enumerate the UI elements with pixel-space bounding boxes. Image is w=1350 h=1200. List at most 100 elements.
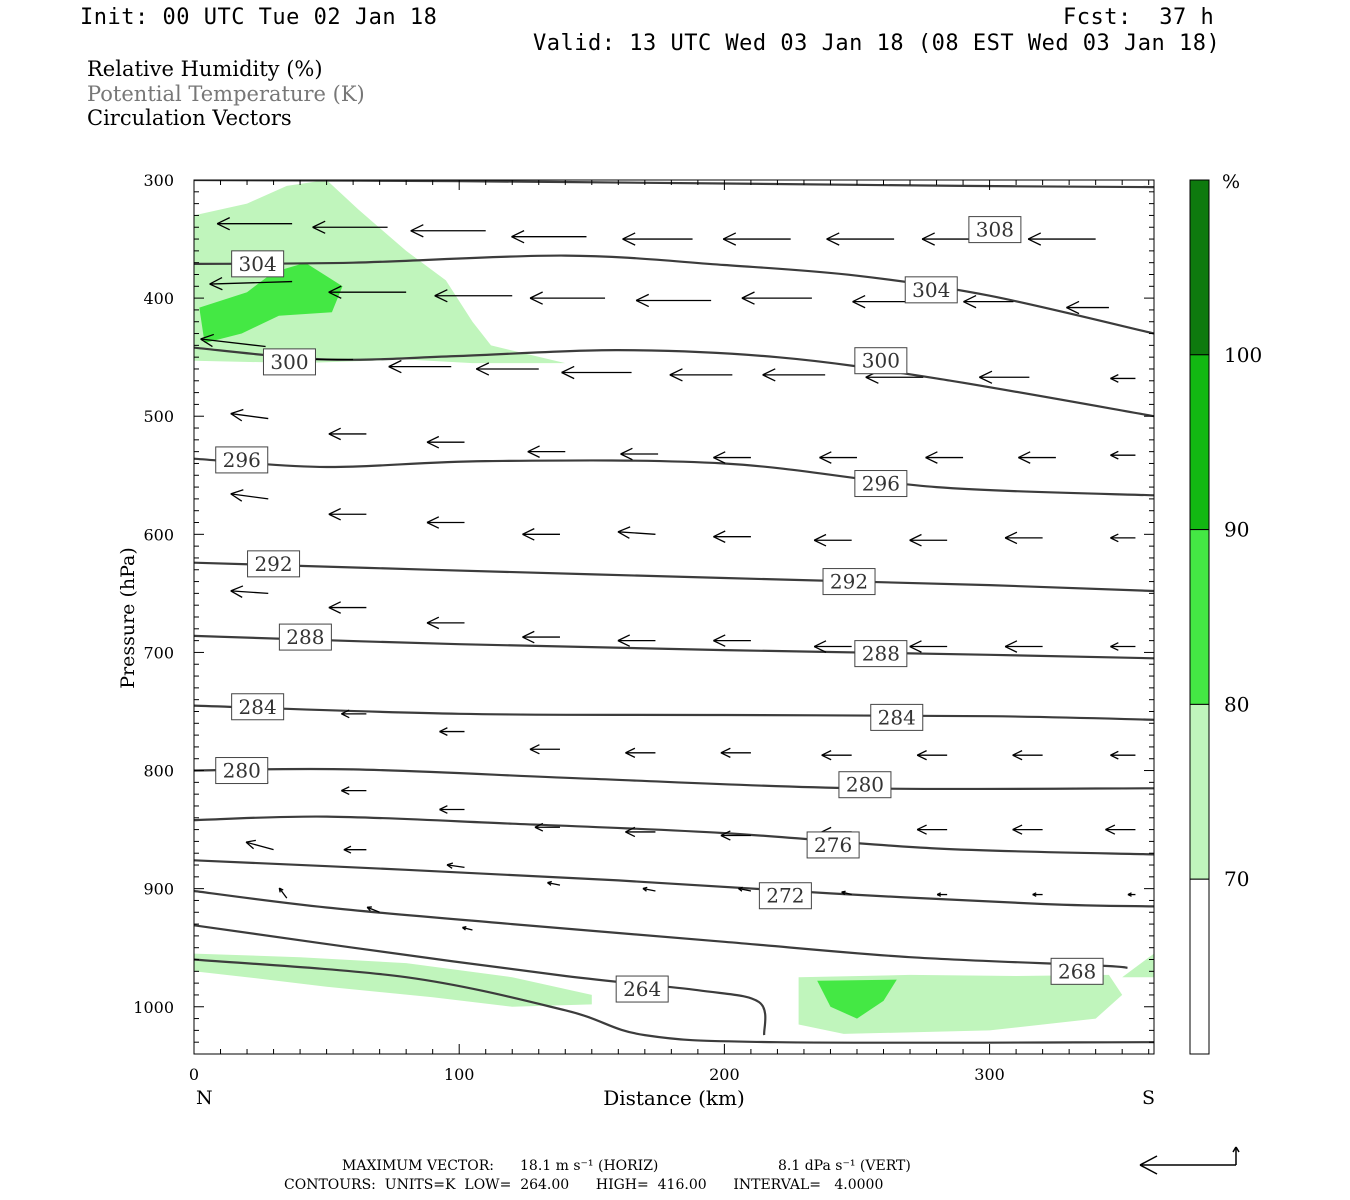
circulation-vector — [713, 530, 751, 543]
isentrope-label: 280 — [215, 757, 269, 785]
y-tick-label: 600 — [143, 525, 174, 544]
isentrope-line — [194, 767, 1154, 791]
isentrope-label: 296 — [854, 470, 908, 498]
isentrope-label: 300 — [854, 347, 908, 375]
circulation-vector — [230, 408, 269, 422]
circulation-vector — [426, 516, 465, 529]
circulation-vector — [341, 786, 367, 796]
isentrope-line — [194, 924, 767, 1036]
circulation-vector — [1110, 533, 1136, 543]
circulation-vector — [826, 232, 895, 246]
circulation-vector — [388, 359, 452, 374]
circulation-vector — [1032, 892, 1043, 897]
isentrope-line — [194, 561, 1154, 593]
circulation-vector — [230, 585, 269, 598]
rh-region — [199, 262, 343, 343]
circulation-vector — [312, 220, 388, 234]
circulation-vector — [1110, 750, 1136, 760]
y-tick-label: 800 — [143, 762, 174, 781]
circulation-vector — [909, 640, 948, 653]
circulation-vector — [625, 826, 656, 838]
circulation-vector — [617, 526, 656, 539]
circulation-vector — [475, 362, 539, 376]
svg-text:288: 288 — [862, 642, 900, 666]
circulation-vector — [343, 845, 367, 854]
circulation-vector — [635, 293, 712, 308]
circulation-vector — [617, 634, 656, 647]
svg-text:292: 292 — [830, 570, 868, 594]
svg-text:300: 300 — [862, 349, 900, 373]
circulation-vector — [916, 750, 948, 761]
circulation-vector — [426, 435, 465, 449]
isentrope-label: 296 — [215, 446, 269, 474]
circulation-vector — [963, 294, 1014, 309]
isentrope-label: 268 — [1050, 957, 1104, 985]
circulation-vector — [216, 217, 293, 231]
circulation-vector — [426, 616, 465, 630]
colorbar-segment — [1189, 354, 1210, 531]
circulation-vector — [209, 277, 293, 291]
circulation-vector — [328, 427, 367, 441]
circulation-vector — [1066, 300, 1109, 315]
circulation-vector — [1105, 824, 1136, 835]
svg-text:284: 284 — [239, 695, 277, 719]
y-tick-label: 900 — [143, 880, 174, 899]
contour-label-layer: 308 304 304 300 300 296 296 292 292 288 288 284 284 2… — [215, 216, 1104, 1003]
x-axis-title: Distance (km) — [603, 1086, 745, 1110]
isentrope-label: 284 — [870, 703, 924, 731]
axis-ticks — [193, 179, 1154, 1055]
circulation-vector — [410, 224, 486, 238]
isentrope-line — [194, 254, 1154, 335]
legend-circulation-vectors: Circulation Vectors — [87, 106, 292, 130]
isentrope-label: 308 — [968, 216, 1022, 244]
rh-region — [1122, 953, 1154, 978]
circulation-vector — [620, 447, 659, 461]
circulation-vector — [979, 370, 1030, 384]
circulation-vector — [821, 750, 852, 761]
vector-layer — [200, 217, 1136, 931]
circulation-vector — [642, 886, 656, 892]
circulation-vector — [561, 365, 632, 380]
circulation-vector — [741, 291, 812, 305]
rh-region — [194, 180, 566, 364]
reference-vector-icon — [1139, 1146, 1240, 1175]
svg-text:308: 308 — [976, 218, 1014, 242]
circulation-vector — [328, 507, 367, 521]
isentrope-label: 304 — [231, 250, 285, 278]
circulation-vector — [547, 880, 561, 886]
circulation-vector — [1018, 451, 1056, 464]
svg-text:264: 264 — [623, 977, 661, 1001]
circulation-vector — [813, 640, 852, 653]
isentrope-label: 272 — [758, 882, 812, 910]
svg-text:292: 292 — [254, 552, 292, 576]
circulation-vector — [529, 744, 560, 755]
x-tick-label: 100 — [444, 1065, 475, 1084]
circulation-vector — [1004, 531, 1043, 545]
circulation-vector — [852, 294, 911, 309]
colorbar-labels: 70 80 90 100 — [1224, 343, 1262, 891]
circulation-vector — [527, 445, 566, 458]
isentrope-line — [194, 634, 1154, 660]
circulation-vector — [1110, 450, 1136, 460]
isentrope-label: 280 — [838, 771, 892, 799]
circulation-vector — [439, 805, 465, 814]
circulation-vector — [439, 727, 465, 736]
circulation-vector — [522, 528, 560, 541]
max-vector-label: MAXIMUM VECTOR: — [342, 1158, 494, 1174]
isentrope-label: 292 — [247, 550, 301, 578]
circulation-vector — [534, 822, 560, 832]
isentrope-line — [194, 457, 1154, 497]
init-time: Init: 00 UTC Tue 02 Jan 18 — [80, 5, 438, 30]
svg-text:300: 300 — [270, 350, 308, 374]
isentrope-line — [194, 859, 1154, 908]
circulation-vector — [230, 489, 269, 502]
max-vector-vert: 8.1 dPa s⁻¹ (VERT) — [778, 1158, 911, 1174]
isentrope-line — [194, 180, 1154, 189]
circulation-vector — [936, 892, 948, 897]
colorbar-unit: % — [1222, 171, 1240, 193]
isentrope-label: 300 — [262, 348, 316, 376]
isentrope-label: 264 — [615, 975, 669, 1003]
circulation-vector — [245, 839, 274, 851]
isentrope-label: 288 — [854, 640, 908, 668]
circulation-vector — [841, 890, 852, 896]
